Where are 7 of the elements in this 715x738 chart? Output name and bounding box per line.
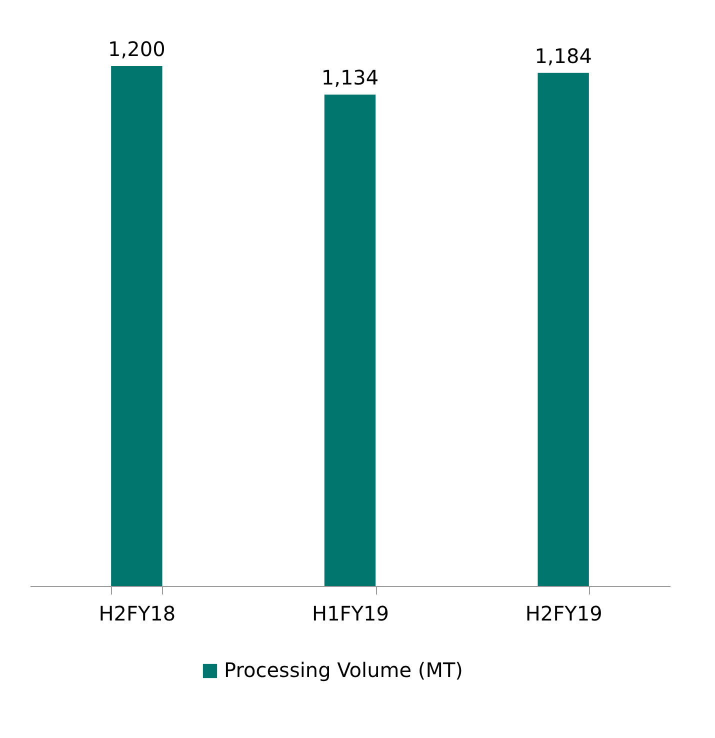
x-tick-label: H2FY18 (98, 602, 176, 626)
data-label: 1,134 (321, 66, 379, 90)
data-label: 1,184 (534, 44, 592, 68)
data-label: 1,200 (108, 37, 166, 61)
x-tick-label: H2FY19 (525, 602, 602, 626)
x-tick-label: H1FY19 (312, 602, 389, 626)
legend-label: Processing Volume (MT) (224, 658, 463, 682)
